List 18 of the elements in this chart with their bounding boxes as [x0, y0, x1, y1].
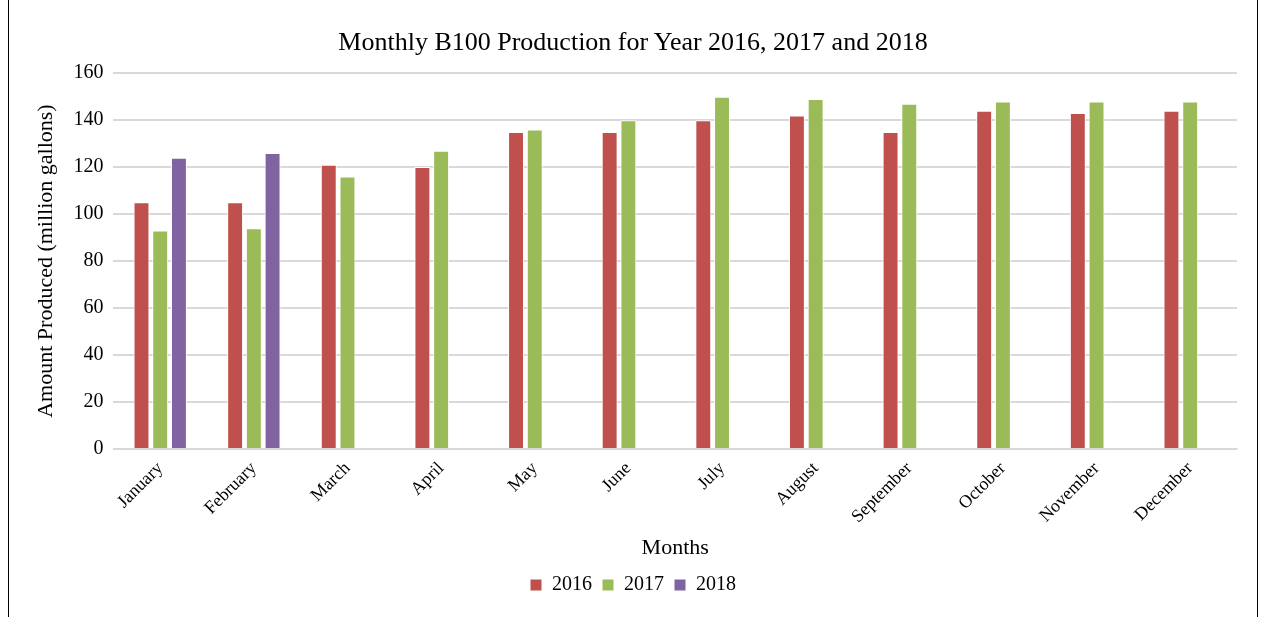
x-tick-label: June — [597, 457, 635, 496]
y-tick-label: 60 — [83, 295, 104, 318]
legend-label: 2016 — [552, 572, 592, 595]
y-axis-title: Amount Produced (million gallons) — [31, 104, 57, 418]
y-tick-label: 40 — [83, 342, 104, 365]
y-tick-label: 100 — [73, 201, 104, 224]
y-tick-label: 140 — [73, 107, 104, 130]
y-tick-label: 160 — [73, 60, 104, 83]
x-axis-title: Months — [641, 533, 709, 559]
y-tick-label: 0 — [93, 436, 104, 459]
legend-label: 2017 — [624, 572, 664, 595]
y-tick-label: 120 — [73, 154, 104, 177]
chart-title: Monthly B100 Production for Year 2016, 2017 and 2018 — [338, 27, 928, 57]
y-tick-label: 80 — [83, 248, 104, 271]
x-tick-label: May — [503, 457, 541, 496]
x-tick-label: July — [692, 457, 729, 493]
y-tick-label: 20 — [83, 389, 104, 412]
legend-label: 2018 — [696, 572, 736, 595]
